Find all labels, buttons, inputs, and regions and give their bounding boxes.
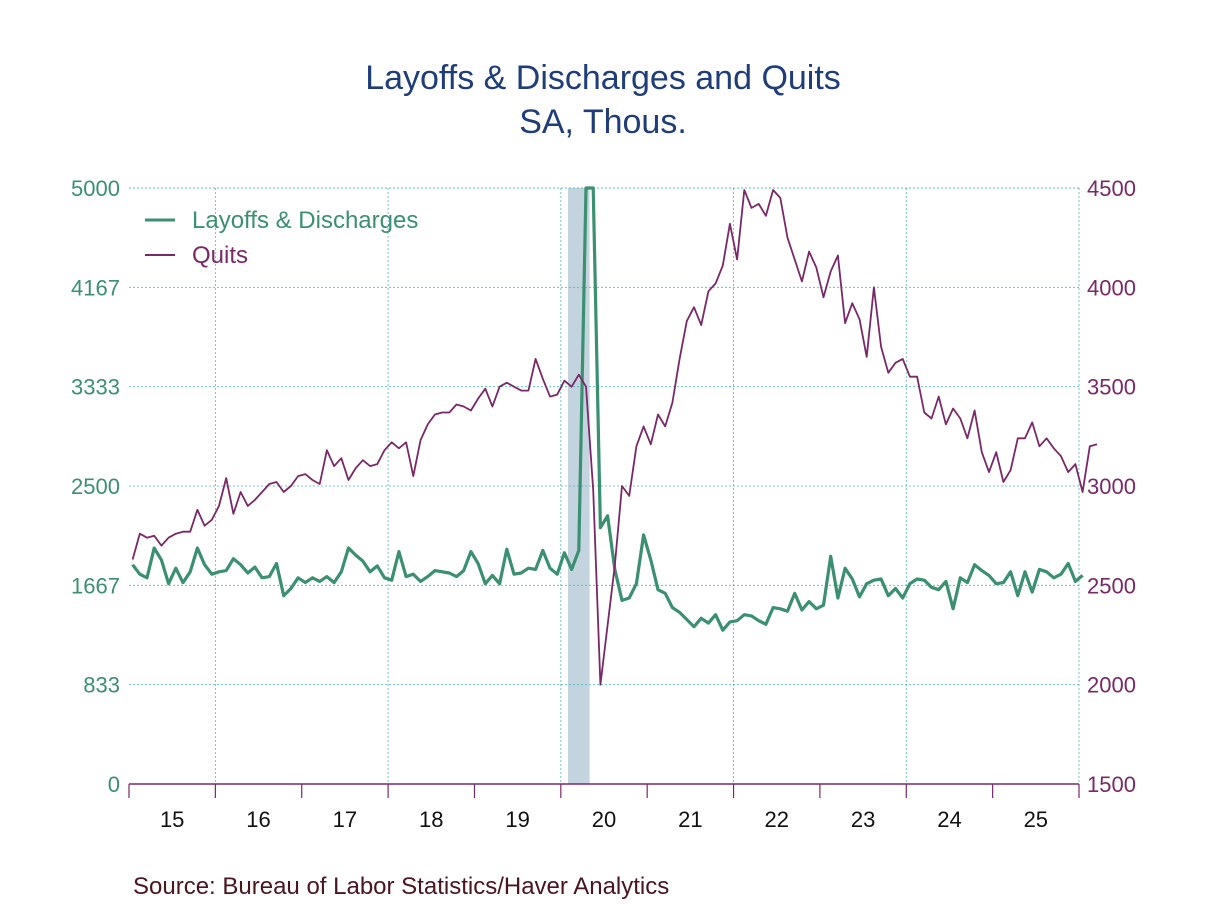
right-axis-tick-label: 2500 [1087, 573, 1136, 598]
left-axis-tick-label: 0 [108, 772, 120, 797]
x-axis-tick-label: 15 [160, 807, 184, 832]
left-axis-tick-label: 3333 [71, 375, 120, 400]
chart-title: Layoffs & Discharges and Quits [365, 59, 841, 97]
x-axis-tick-label: 23 [851, 807, 875, 832]
x-axis-tick-label: 16 [246, 807, 270, 832]
right-axis-tick-label: 3000 [1087, 474, 1136, 499]
chart-subtitle: SA, Thous. [519, 103, 687, 141]
series-line-layoffs-discharges [131, 186, 1084, 632]
right-axis-tick-label: 2000 [1087, 673, 1136, 698]
x-axis-tick-label: 24 [937, 807, 961, 832]
left-axis-tick-label: 2500 [71, 474, 120, 499]
x-axis-tick-label: 17 [333, 807, 357, 832]
left-axis-tick-label: 5000 [71, 176, 120, 201]
grid-lines [129, 187, 1080, 784]
right-axis-tick-label: 4500 [1087, 176, 1136, 201]
x-axis-tick-label: 22 [764, 807, 788, 832]
series-line-quits [131, 189, 1098, 686]
x-axis-tick-label: 25 [1024, 807, 1048, 832]
legend-label-layoffs: Layoffs & Discharges [192, 207, 418, 234]
legend: Layoffs & Discharges Quits [145, 207, 418, 269]
axes: 0 833 1667 2500 3333 4167 5000 1500 2000 2500 3000… [71, 176, 1136, 832]
x-axis-tick-label: 21 [678, 807, 702, 832]
x-axis-tick-label: 20 [592, 807, 616, 832]
right-axis-tick-label: 3500 [1087, 375, 1136, 400]
x-axis-tick-label: 18 [419, 807, 443, 832]
left-axis-tick-label: 1667 [71, 573, 120, 598]
left-axis-tick-label: 4167 [71, 275, 120, 300]
source-note: Source: Bureau of Labor Statistics/Haver… [133, 873, 669, 900]
x-axis-tick-label: 19 [505, 807, 529, 832]
legend-label-quits: Quits [192, 242, 248, 269]
series-lines [131, 186, 1098, 686]
right-axis-tick-label: 1500 [1087, 772, 1136, 797]
left-axis-tick-label: 833 [83, 673, 120, 698]
right-axis-tick-label: 4000 [1087, 275, 1136, 300]
